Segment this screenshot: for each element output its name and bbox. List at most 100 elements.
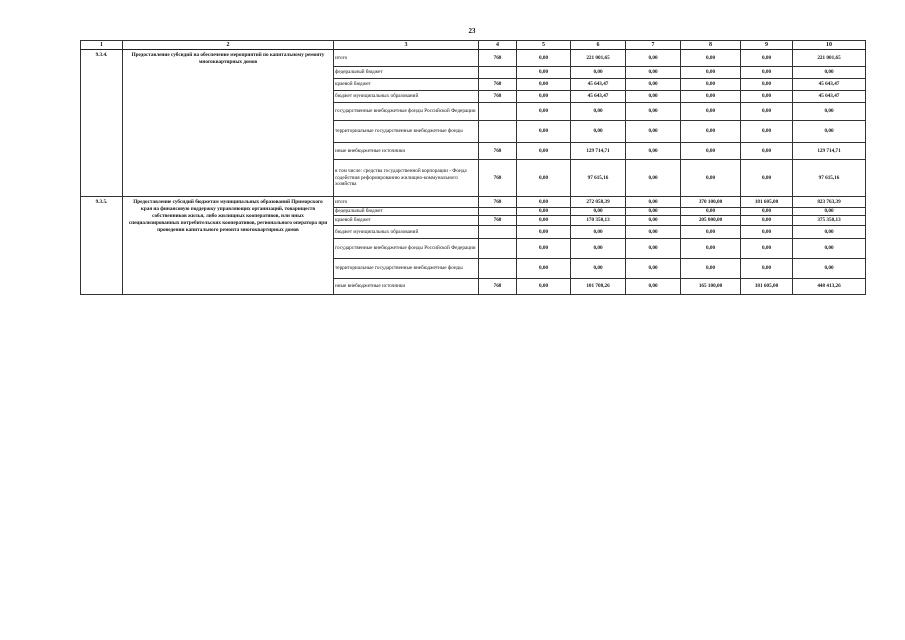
- value-cell-c4: 768: [478, 215, 517, 226]
- funding-source: итого: [333, 196, 479, 208]
- value-cell-c4: [478, 238, 517, 259]
- value-cell-c6: 0,00: [570, 102, 626, 121]
- item-code: 9.3.5.: [80, 196, 123, 295]
- value-cell-c8: 0,00: [680, 90, 741, 103]
- value-cell-c6: 170 350,13: [570, 215, 626, 226]
- value-cell-c5: 0,00: [516, 159, 571, 197]
- value-cell-c10: 0,00: [792, 66, 866, 79]
- funding-source: в том числе: средства государственной ко…: [333, 159, 479, 197]
- value-cell-c6: 221 001,65: [570, 49, 626, 67]
- value-cell-c5: 0,00: [516, 207, 571, 216]
- funding-source: государственные внебюджетные фонды Росси…: [333, 238, 479, 259]
- value-cell-c4: 768: [478, 159, 517, 197]
- value-cell-c9: 0,00: [740, 142, 793, 160]
- column-header: 10: [792, 40, 866, 50]
- value-cell-c4: [478, 102, 517, 121]
- value-cell-c8: 0,00: [680, 78, 741, 91]
- funding-source: федеральный бюджет: [333, 207, 479, 216]
- value-cell-c9: 0,00: [740, 102, 793, 121]
- value-cell-c7: 0,00: [625, 66, 681, 79]
- value-cell-c5: 0,00: [516, 225, 571, 239]
- value-cell-c6: 0,00: [570, 120, 626, 143]
- value-cell-c7: 0,00: [625, 225, 681, 239]
- value-cell-c9: 0,00: [740, 66, 793, 79]
- value-cell-c4: 768: [478, 78, 517, 91]
- table-row: федеральный бюджет 0,00 0,00 0,00 0,00 0,00 0,…: [81, 207, 866, 216]
- value-cell-c10: 221 001,65: [792, 49, 866, 67]
- table-row: территориальные государственные внебюдже…: [81, 258, 866, 279]
- value-cell-c6: 45 643,47: [570, 90, 626, 103]
- value-cell-c7: 0,00: [625, 49, 681, 67]
- table-row: 9.3.5. Предоставление субсидий бюджетам м…: [80, 196, 866, 295]
- page-number: 23: [468, 27, 476, 35]
- value-cell-c6: 97 615,16: [570, 159, 626, 197]
- value-cell-c8: 0,00: [680, 207, 741, 216]
- value-cell-c4: [478, 120, 517, 143]
- value-cell-c10: 0,00: [792, 102, 866, 121]
- funding-source: итого: [333, 49, 479, 67]
- value-cell-c9: 0,00: [740, 78, 793, 91]
- funding-source: территориальные государственные внебюдже…: [333, 120, 479, 143]
- value-cell-c9: 0,00: [740, 207, 793, 216]
- value-cell-c7: 0,00: [625, 196, 681, 208]
- value-cell-c5: 0,00: [516, 49, 571, 67]
- column-header: 3: [333, 40, 479, 50]
- item-name: Предоставление субсидий на обеспечение м…: [122, 49, 334, 197]
- value-cell-c8: 0,00: [680, 225, 741, 239]
- funding-source: государственные внебюджетные фонды Росси…: [333, 102, 479, 121]
- table-row: в том числе: средства государственной ко…: [81, 159, 866, 197]
- value-cell-c5: 0,00: [516, 258, 571, 279]
- table-row: государственные внебюджетные фонды Росси…: [81, 102, 866, 121]
- value-cell-c6: 0,00: [570, 207, 626, 216]
- value-cell-c7: 0,00: [625, 102, 681, 121]
- funding-source: иные внебюджетные источники: [333, 142, 479, 160]
- value-cell-c10: 0,00: [792, 120, 866, 143]
- value-cell-c10: 0,00: [792, 258, 866, 279]
- value-cell-c5: 0,00: [516, 196, 571, 208]
- value-cell-c4: [478, 258, 517, 279]
- value-cell-c6: 0,00: [570, 66, 626, 79]
- value-cell-c9: 0,00: [740, 159, 793, 197]
- value-cell-c10: 0,00: [792, 238, 866, 259]
- value-cell-c10: 0,00: [792, 225, 866, 239]
- value-cell-c9: 0,00: [740, 120, 793, 143]
- value-cell-c9: 0,00: [740, 225, 793, 239]
- value-cell-c5: 0,00: [516, 78, 571, 91]
- funding-source: бюджет муниципальных образований: [333, 90, 479, 103]
- value-cell-c4: 768: [478, 90, 517, 103]
- column-header: 1: [80, 40, 123, 50]
- table-row: иные внебюджетные источники 768 0,00 129 71…: [81, 142, 866, 160]
- item-name: Предоставление субсидий бюджетам муницип…: [122, 196, 334, 295]
- value-cell-c10: 375 350,13: [792, 215, 866, 226]
- column-header: 4: [478, 40, 517, 50]
- value-cell-c8: 0,00: [680, 120, 741, 143]
- value-cell-c7: 0,00: [625, 142, 681, 160]
- value-cell-c9: 0,00: [740, 258, 793, 279]
- value-cell-c7: 0,00: [625, 207, 681, 216]
- value-cell-c5: 0,00: [516, 215, 571, 226]
- value-cell-c9: 0,00: [740, 215, 793, 226]
- value-cell-c8: 0,00: [680, 142, 741, 160]
- budget-table: 1 2 3 4 5 6 7 8 9 10 9.3.4. Предоставление субсиди…: [80, 40, 866, 295]
- table-row: иные внебюджетные источники 768 0,00 101 70…: [81, 278, 866, 295]
- value-cell-c9: 0,00: [740, 90, 793, 103]
- value-cell-c5: 0,00: [516, 120, 571, 143]
- column-header: 2: [122, 40, 334, 50]
- value-cell-c7: 0,00: [625, 278, 681, 295]
- value-cell-c7: 0,00: [625, 120, 681, 143]
- value-cell-c10: 97 615,16: [792, 159, 866, 197]
- column-header: 6: [570, 40, 626, 50]
- value-cell-c7: 0,00: [625, 215, 681, 226]
- value-cell-c8: 0,00: [680, 159, 741, 197]
- funding-source: краевой бюджет: [333, 78, 479, 91]
- value-cell-c5: 0,00: [516, 142, 571, 160]
- value-cell-c4: 768: [478, 196, 517, 208]
- value-cell-c6: 0,00: [570, 225, 626, 239]
- value-cell-c10: 45 643,47: [792, 78, 866, 91]
- value-cell-c7: 0,00: [625, 90, 681, 103]
- value-cell-c9: 181 605,00: [740, 196, 793, 208]
- value-cell-c4: [478, 207, 517, 216]
- value-cell-c10: 129 714,71: [792, 142, 866, 160]
- value-cell-c8: 0,00: [680, 102, 741, 121]
- value-cell-c5: 0,00: [516, 66, 571, 79]
